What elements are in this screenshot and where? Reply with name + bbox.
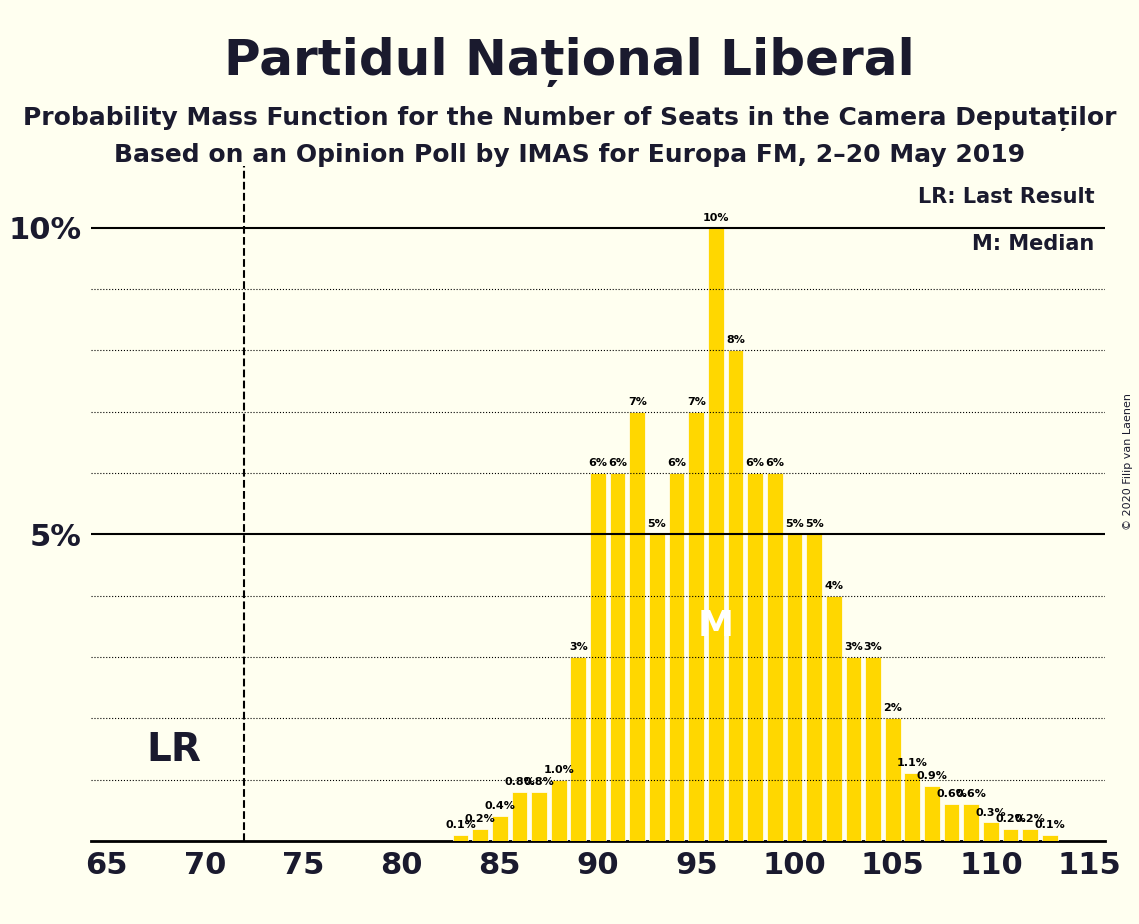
Bar	[1042, 834, 1058, 841]
Text: 1.0%: 1.0%	[543, 765, 574, 774]
Bar	[806, 534, 822, 841]
Bar	[924, 785, 940, 841]
Text: 0.2%: 0.2%	[995, 814, 1026, 823]
Text: 3%: 3%	[570, 642, 588, 652]
Bar	[1023, 829, 1038, 841]
Bar	[649, 534, 665, 841]
Bar	[492, 816, 508, 841]
Text: 1.1%: 1.1%	[896, 759, 928, 769]
Bar	[590, 473, 606, 841]
Text: 0.2%: 0.2%	[465, 814, 495, 823]
Text: 6%: 6%	[608, 458, 628, 468]
Text: 8%: 8%	[726, 335, 745, 346]
Bar	[473, 829, 487, 841]
Text: 0.6%: 0.6%	[956, 789, 986, 799]
Text: 7%: 7%	[628, 396, 647, 407]
Text: 5%: 5%	[785, 519, 804, 529]
Text: 0.3%: 0.3%	[976, 808, 1006, 818]
Bar	[747, 473, 763, 841]
Bar	[885, 718, 901, 841]
Bar	[630, 411, 645, 841]
Text: 6%: 6%	[765, 458, 785, 468]
Text: 2%: 2%	[883, 703, 902, 713]
Bar	[511, 792, 527, 841]
Text: 3%: 3%	[844, 642, 862, 652]
Bar	[983, 822, 999, 841]
Text: 3%: 3%	[863, 642, 883, 652]
Text: LR: Last Result: LR: Last Result	[918, 187, 1095, 207]
Bar	[964, 804, 980, 841]
Text: 0.1%: 0.1%	[445, 820, 476, 830]
Bar	[571, 657, 587, 841]
Bar	[1002, 829, 1018, 841]
Text: 0.9%: 0.9%	[917, 771, 948, 781]
Text: Probability Mass Function for the Number of Seats in the Camera Deputaților: Probability Mass Function for the Number…	[23, 106, 1116, 131]
Text: M: Median: M: Median	[973, 234, 1095, 254]
Text: 0.8%: 0.8%	[505, 777, 535, 787]
Bar	[728, 350, 744, 841]
Text: LR: LR	[146, 731, 200, 769]
Bar	[845, 657, 861, 841]
Text: 0.4%: 0.4%	[484, 801, 515, 811]
Text: 4%: 4%	[825, 580, 843, 590]
Bar	[944, 804, 959, 841]
Text: M: M	[698, 609, 734, 643]
Text: 5%: 5%	[648, 519, 666, 529]
Bar	[531, 792, 547, 841]
Text: 0.2%: 0.2%	[1015, 814, 1046, 823]
Bar	[787, 534, 802, 841]
Bar	[904, 773, 920, 841]
Text: 7%: 7%	[687, 396, 706, 407]
Text: 5%: 5%	[804, 519, 823, 529]
Text: 0.6%: 0.6%	[936, 789, 967, 799]
Text: © 2020 Filip van Laenen: © 2020 Filip van Laenen	[1123, 394, 1133, 530]
Text: 0.8%: 0.8%	[524, 777, 555, 787]
Text: 6%: 6%	[667, 458, 686, 468]
Bar	[452, 834, 468, 841]
Bar	[826, 596, 842, 841]
Text: 10%: 10%	[703, 213, 729, 223]
Bar	[551, 780, 566, 841]
Bar	[669, 473, 685, 841]
Bar	[866, 657, 880, 841]
Text: 6%: 6%	[746, 458, 764, 468]
Bar	[688, 411, 704, 841]
Bar	[609, 473, 625, 841]
Text: 6%: 6%	[589, 458, 607, 468]
Text: 0.1%: 0.1%	[1034, 820, 1065, 830]
Bar	[708, 227, 723, 841]
Text: Partidul Național Liberal: Partidul Național Liberal	[224, 37, 915, 87]
Text: Based on an Opinion Poll by IMAS for Europa FM, 2–20 May 2019: Based on an Opinion Poll by IMAS for Eur…	[114, 143, 1025, 167]
Bar	[767, 473, 782, 841]
